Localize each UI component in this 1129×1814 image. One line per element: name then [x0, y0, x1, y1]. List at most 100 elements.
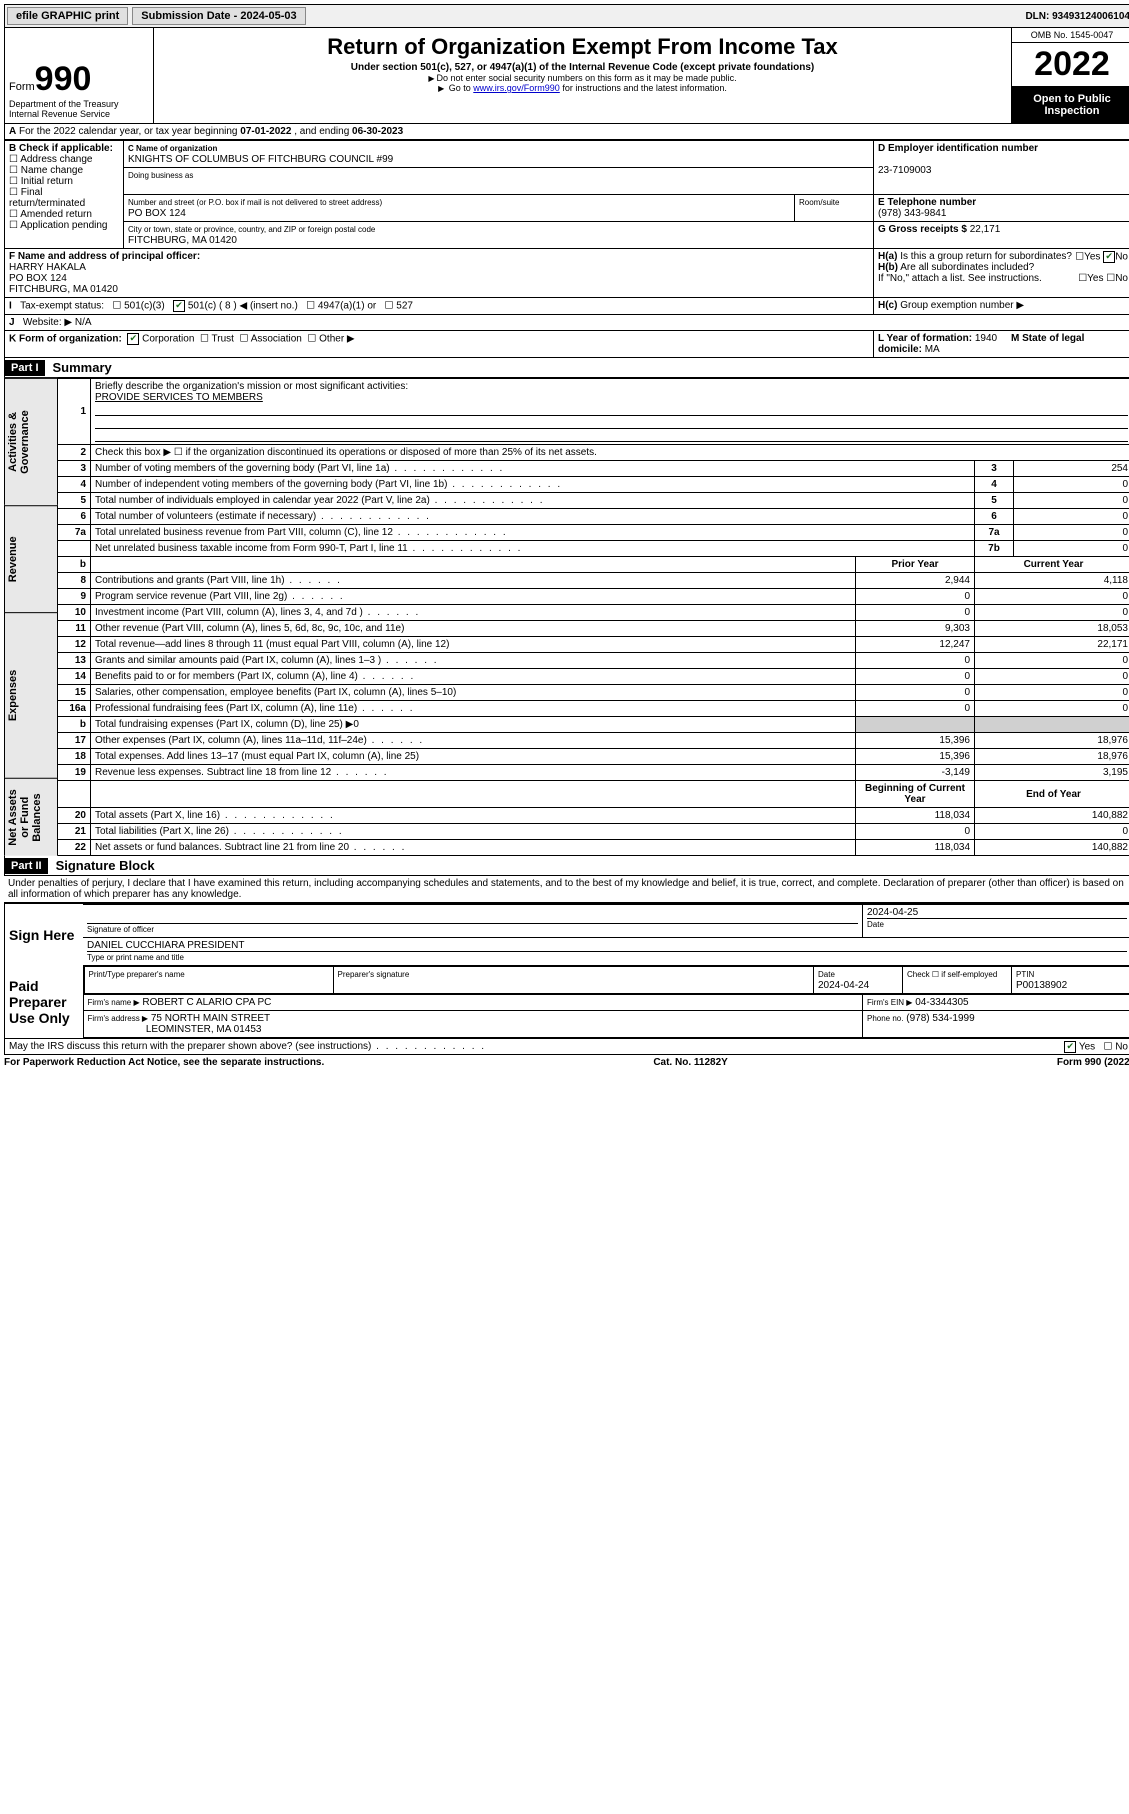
room-label: Room/suite — [799, 198, 839, 207]
row-14: 14Benefits paid to or for members (Part … — [58, 669, 1129, 685]
opt-527[interactable]: 527 — [396, 301, 413, 312]
q1: Briefly describe the organization's miss… — [95, 381, 408, 392]
row-6: 6Total number of volunteers (estimate if… — [58, 509, 1129, 525]
q1-answer: PROVIDE SERVICES TO MEMBERS — [95, 392, 263, 403]
header-left: Form990 Department of the Treasury Inter… — [5, 28, 154, 123]
row-18: 18Total expenses. Add lines 13–17 (must … — [58, 749, 1129, 765]
dept-treasury: Department of the Treasury Internal Reve… — [9, 99, 149, 119]
discuss-row: May the IRS discuss this return with the… — [4, 1039, 1129, 1055]
officer-sub: Type or print name and title — [87, 953, 184, 962]
firm-addr2: LEOMINSTER, MA 01453 — [146, 1024, 262, 1035]
hb-note: If "No," attach a list. See instructions… — [878, 273, 1042, 284]
chk-trust[interactable]: Trust — [212, 334, 234, 345]
form-title: Return of Organization Exempt From Incom… — [158, 34, 1007, 60]
info-block: B Check if applicable: ☐ Address change … — [4, 140, 1129, 358]
row-20: 20Total assets (Part X, line 16)118,0341… — [58, 808, 1129, 824]
firm-phone: (978) 534-1999 — [906, 1013, 974, 1024]
col-prior: Prior Year — [856, 557, 975, 573]
box-i-label: Tax-exempt status: — [20, 301, 104, 312]
chk-corp[interactable] — [127, 333, 139, 345]
side-expenses: Expenses — [4, 612, 58, 778]
topbar: efile GRAPHIC print Submission Date - 20… — [4, 4, 1129, 28]
date-label: Date — [867, 920, 884, 929]
row-3: 3Number of voting members of the governi… — [58, 461, 1129, 477]
chk-name[interactable]: ☐ Name change — [9, 165, 119, 176]
chk-assoc[interactable]: Association — [251, 334, 302, 345]
city: FITCHBURG, MA 01420 — [128, 235, 237, 246]
opt-501c3[interactable]: 501(c)(3) — [124, 301, 165, 312]
box-j-label: Website: ▶ — [23, 317, 72, 328]
omb-number: OMB No. 1545-0047 — [1012, 28, 1129, 43]
ssn-note: Do not enter social security numbers on … — [158, 73, 1007, 83]
check-se[interactable]: Check ☐ if self-employed — [907, 970, 997, 979]
open-to-public: Open to Public Inspection — [1012, 87, 1129, 123]
ha-no-check[interactable] — [1103, 251, 1115, 263]
line-a: A For the 2022 calendar year, or tax yea… — [4, 124, 1129, 140]
firm-ein: 04-3344305 — [915, 997, 968, 1008]
col-curr: Current Year — [975, 557, 1129, 573]
part2-title: Signature Block — [48, 856, 163, 875]
ptin: P00138902 — [1016, 980, 1067, 991]
sig-date: 2024-04-25 — [867, 907, 918, 918]
row-9: 9Program service revenue (Part VIII, lin… — [58, 589, 1129, 605]
officer-addr1: PO BOX 124 — [9, 273, 67, 284]
signature-block: Sign Here Signature of officer 2024-04-2… — [4, 902, 1129, 1039]
row-5: 5Total number of individuals employed in… — [58, 493, 1129, 509]
city-label: City or town, state or province, country… — [128, 225, 375, 234]
ein: 23-7109003 — [878, 165, 931, 176]
street-label: Number and street (or P.O. box if mail i… — [128, 198, 382, 207]
row-22: 22Net assets or fund balances. Subtract … — [58, 840, 1129, 856]
part1-header: Part I Summary — [4, 358, 1129, 378]
row-16a: 16aProfessional fundraising fees (Part I… — [58, 701, 1129, 717]
row-21: 21Total liabilities (Part X, line 26)00 — [58, 824, 1129, 840]
chk-other[interactable]: Other ▶ — [319, 334, 354, 345]
sig-officer-label: Signature of officer — [87, 925, 154, 934]
year-formation: 1940 — [975, 333, 997, 344]
officer-addr2: FITCHBURG, MA 01420 — [9, 284, 118, 295]
chk-final[interactable]: ☐ Final return/terminated — [9, 187, 119, 209]
form-number: Form990 — [9, 60, 149, 99]
q2: Check this box ▶ ☐ if the organization d… — [91, 445, 1129, 461]
box-b-label: B Check if applicable: — [9, 143, 119, 154]
row-4: 4Number of independent voting members of… — [58, 477, 1129, 493]
org-name: KNIGHTS OF COLUMBUS OF FITCHBURG COUNCIL… — [128, 154, 393, 165]
sign-here-label: Sign Here — [9, 927, 74, 943]
summary-table: 1 Briefly describe the organization's mi… — [58, 378, 1129, 856]
chk-address[interactable]: ☐ Address change — [9, 154, 119, 165]
row-7b: Net unrelated business taxable income fr… — [58, 541, 1129, 557]
gross-receipts: 22,171 — [970, 224, 1001, 235]
dba-label: Doing business as — [128, 171, 193, 180]
box-d-label: D Employer identification number — [878, 143, 1038, 154]
street: PO BOX 124 — [128, 208, 186, 219]
opt-501c-check[interactable] — [173, 300, 185, 312]
website: N/A — [75, 317, 92, 328]
col-eoy: End of Year — [975, 781, 1129, 808]
tax-year: 2022 — [1012, 43, 1129, 87]
efile-print-button[interactable]: efile GRAPHIC print — [7, 7, 128, 25]
part1-title: Summary — [45, 358, 120, 377]
box-g-label: G Gross receipts $ — [878, 224, 967, 235]
part2-label: Part II — [5, 858, 48, 874]
chk-initial[interactable]: ☐ Initial return — [9, 176, 119, 187]
chk-amended[interactable]: ☐ Amended return — [9, 209, 119, 220]
row-13: 13Grants and similar amounts paid (Part … — [58, 653, 1129, 669]
submission-value: 2024-05-03 — [240, 10, 296, 22]
irs-link[interactable]: www.irs.gov/Form990 — [473, 83, 560, 93]
summary-grid: Activities & Governance Revenue Expenses… — [4, 378, 1129, 856]
opt-4947[interactable]: 4947(a)(1) or — [318, 301, 376, 312]
opt-501c: 501(c) ( 8 ) ◀ (insert no.) — [188, 301, 298, 312]
row-8: 8Contributions and grants (Part VIII, li… — [58, 573, 1129, 589]
officer-typed: DANIEL CUCCHIARA PRESIDENT — [87, 940, 244, 951]
part2-header: Part II Signature Block — [4, 856, 1129, 876]
form-header: Form990 Department of the Treasury Inter… — [4, 28, 1129, 124]
discuss-yes[interactable] — [1064, 1041, 1076, 1053]
pra-notice: For Paperwork Reduction Act Notice, see … — [4, 1057, 324, 1068]
submission-label: Submission Date - — [141, 10, 240, 22]
cat-no: Cat. No. 11282Y — [653, 1057, 727, 1068]
box-c-name-label: C Name of organization — [128, 144, 217, 153]
header-right: OMB No. 1545-0047 2022 Open to Public In… — [1011, 28, 1129, 123]
box-l-label: L Year of formation: — [878, 333, 972, 344]
side-net: Net Assets or Fund Balances — [4, 778, 58, 856]
side-activities: Activities & Governance — [4, 378, 58, 505]
chk-app-pending[interactable]: ☐ Application pending — [9, 220, 119, 231]
